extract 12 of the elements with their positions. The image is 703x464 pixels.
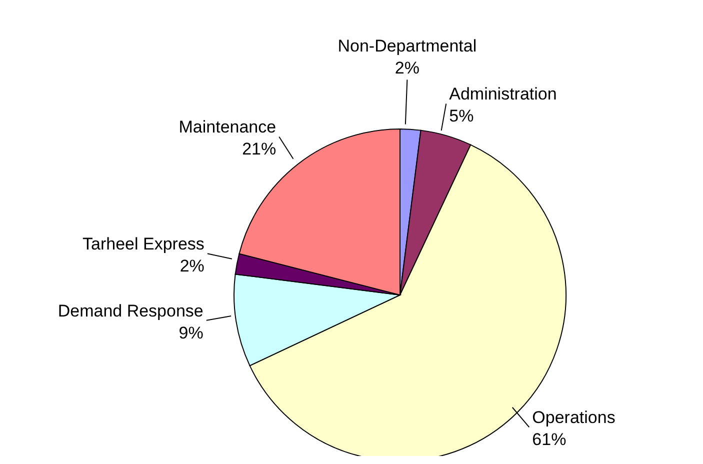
slice-label: Maintenance [178, 118, 276, 137]
slice-label: Administration [449, 84, 557, 104]
data-label: 2% [394, 58, 420, 78]
data-label: 21% [242, 140, 276, 159]
slice-label: Tarheel Express [82, 234, 204, 254]
data-label: 61% [532, 430, 566, 450]
data-label: 2% [180, 256, 204, 276]
slice-label: Demand Response [58, 301, 204, 320]
data-label: 9% [178, 323, 204, 342]
data-label: 5% [449, 106, 474, 126]
slice-label: Operations [532, 408, 616, 428]
slice-label: Non-Departmental [338, 36, 477, 56]
